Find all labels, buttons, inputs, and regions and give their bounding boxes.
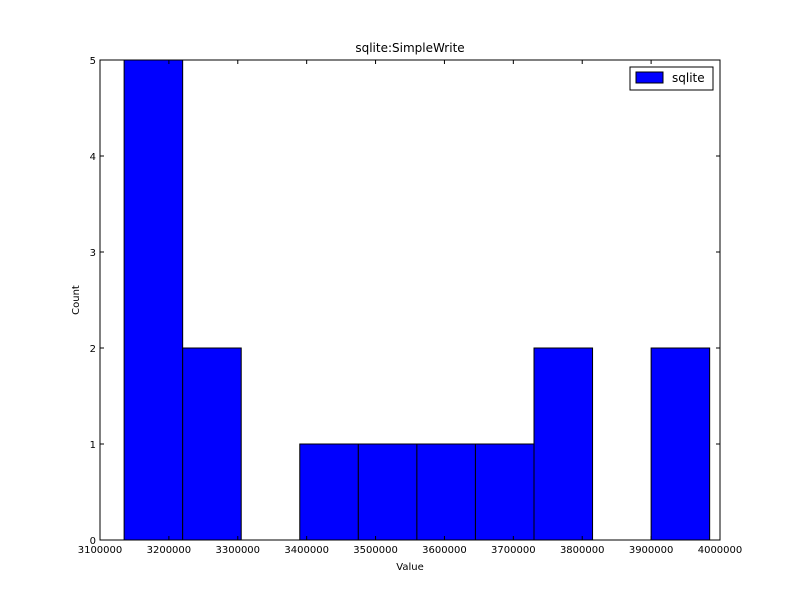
x-axis-label: Value — [396, 562, 423, 573]
histogram-bar — [650, 347, 711, 541]
x-axis-ticks: 3100000 3200000 3300000 3400000 3500000 36000… — [78, 60, 743, 556]
x-tick-label: 4000000 — [698, 545, 743, 556]
x-tick-label: 3200000 — [147, 545, 192, 556]
legend-label: sqlite — [672, 71, 705, 85]
x-tick-label: 3400000 — [284, 545, 329, 556]
y-axis-label: Count — [71, 285, 82, 315]
y-tick-label: 4 — [90, 152, 96, 163]
histogram-bar — [416, 443, 476, 541]
x-tick-label: 3700000 — [491, 545, 536, 556]
x-tick-label: 3800000 — [560, 545, 605, 556]
histogram-bar — [533, 347, 594, 541]
legend-swatch — [635, 71, 664, 84]
plot-frame — [99, 59, 721, 541]
x-tick-label: 3600000 — [422, 545, 467, 556]
y-tick-label: 3 — [90, 248, 96, 259]
bars-group — [123, 59, 711, 541]
histogram-bar — [182, 347, 242, 541]
x-tick-label: 3100000 — [78, 545, 123, 556]
histogram-bar — [123, 59, 184, 541]
y-tick-label: 1 — [90, 440, 96, 451]
y-tick-label: 0 — [90, 536, 96, 547]
x-tick-label: 3300000 — [216, 545, 261, 556]
y-tick-label: 2 — [90, 344, 96, 355]
histogram-bar — [357, 443, 418, 541]
x-tick-label: 3500000 — [353, 545, 398, 556]
y-tick-label: 5 — [90, 56, 96, 67]
chart-title: sqlite:SimpleWrite — [355, 41, 464, 55]
histogram-bar — [299, 443, 359, 541]
legend: sqlite — [629, 66, 714, 91]
x-tick-label: 3900000 — [629, 545, 674, 556]
y-axis-ticks: 0 1 2 3 4 5 — [90, 56, 720, 547]
histogram-bar — [474, 443, 535, 541]
